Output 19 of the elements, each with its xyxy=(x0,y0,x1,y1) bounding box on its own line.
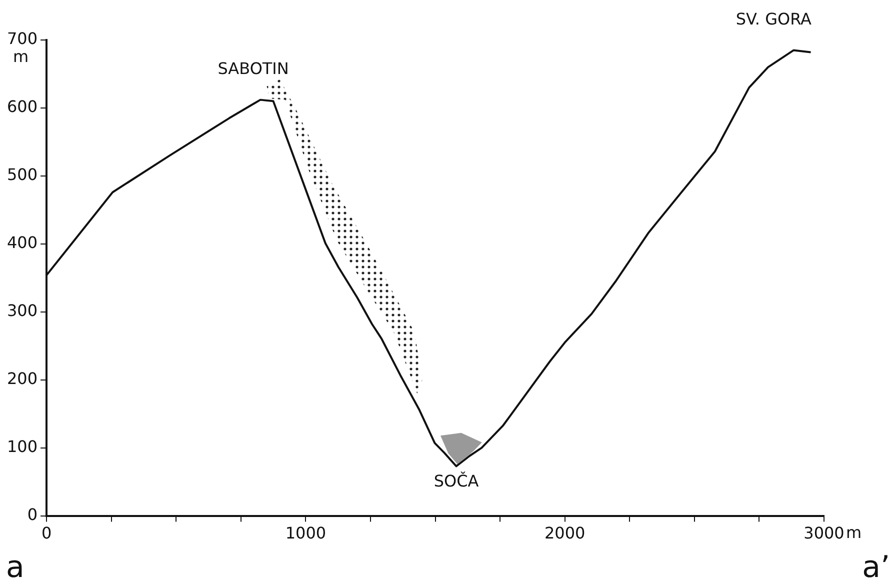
x-tick-label: 0 xyxy=(41,524,52,543)
y-axis-title: m xyxy=(12,47,29,66)
y-tick-label: 100 xyxy=(6,436,38,456)
x-tick-label: 1000 xyxy=(285,524,326,543)
y-tick-label: 0 xyxy=(27,504,38,524)
y-tick-label: 300 xyxy=(6,301,38,320)
x-axis-title: m xyxy=(846,522,862,542)
annotation: SABOTIN xyxy=(218,58,289,78)
text: a xyxy=(6,550,24,585)
y-tick-label: 400 xyxy=(6,233,38,252)
y-tick-label: 200 xyxy=(6,369,38,388)
x-tick-label: 2000 xyxy=(544,524,586,543)
annotation: SV. GORA xyxy=(736,9,812,28)
y-tick-label: 700 xyxy=(6,29,38,48)
y-tick-label: 600 xyxy=(6,97,38,116)
text: a’ xyxy=(862,550,890,585)
annotation: SOČA xyxy=(434,471,479,490)
x-tick-label: 3000 xyxy=(804,524,844,543)
y-tick-label: 500 xyxy=(6,165,38,184)
